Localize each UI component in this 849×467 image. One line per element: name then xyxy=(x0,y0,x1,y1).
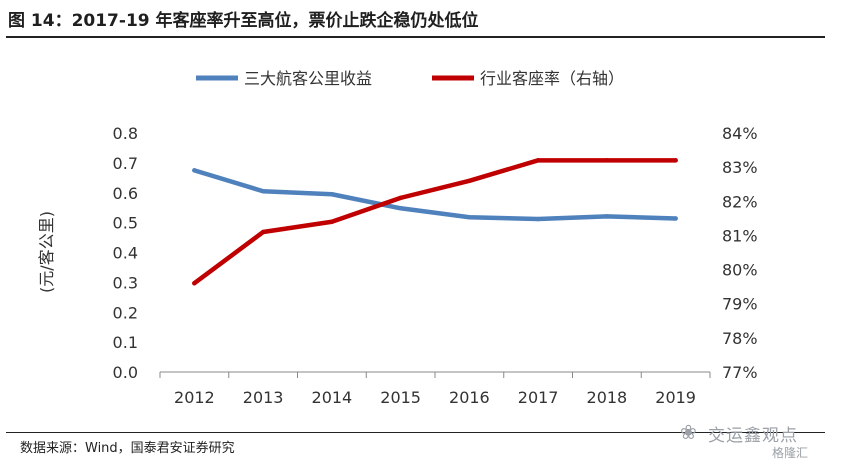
data-point-loadfactor xyxy=(673,158,678,163)
x-tick-label: 2019 xyxy=(655,388,696,407)
x-tick-label: 2012 xyxy=(174,388,215,407)
data-point-loadfactor xyxy=(192,281,197,286)
source-note: 数据来源：Wind，国泰君安证券研究 xyxy=(20,441,235,456)
y2-tick-label: 79% xyxy=(722,295,758,314)
legend-label-loadfactor: 行业客座率（右轴） xyxy=(480,69,624,88)
x-tick-label: 2017 xyxy=(518,388,559,407)
series-lines xyxy=(192,158,678,286)
data-point-loadfactor xyxy=(398,195,403,201)
series-line-loadfactor xyxy=(192,158,678,286)
y-tick-label: 0.6 xyxy=(113,184,138,203)
data-point-revenue xyxy=(535,216,541,222)
y-tick-label: 0.2 xyxy=(113,303,138,322)
y2-tick-label: 81% xyxy=(722,226,758,245)
legend: 三大航客公里收益 行业客座率（右轴） xyxy=(196,69,624,88)
y2-tick-label: 77% xyxy=(722,363,758,382)
wechat-icon: ❀ xyxy=(680,420,697,444)
x-tick-label: 2016 xyxy=(449,388,490,407)
data-point-revenue xyxy=(398,206,403,211)
y-tick-label: 0.7 xyxy=(113,154,138,173)
data-point-revenue xyxy=(260,189,266,194)
data-point-revenue xyxy=(192,168,197,173)
y-axis-title: (元/客公里) xyxy=(37,211,56,293)
right-axis-ticks: 77% 78% 79% 80% 81% 82% 83% 84% xyxy=(722,124,758,382)
data-point-revenue xyxy=(673,216,678,221)
title-divider xyxy=(6,36,825,38)
y-tick-label: 0.8 xyxy=(113,124,138,143)
y2-tick-label: 84% xyxy=(722,124,758,143)
x-tick-label: 2015 xyxy=(380,388,421,407)
data-point-revenue xyxy=(467,215,472,220)
y-tick-label: 0.0 xyxy=(113,363,138,382)
y-tick-label: 0.4 xyxy=(113,244,138,263)
x-axis-ticks: 2012 2013 2014 2015 2016 2017 2018 2019 xyxy=(159,372,711,407)
legend-label-revenue: 三大航客公里收益 xyxy=(244,69,372,88)
data-point-loadfactor xyxy=(604,158,610,163)
watermark-sub-text: 格隆汇 xyxy=(772,446,809,460)
y-tick-label: 0.5 xyxy=(113,214,138,233)
y-tick-label: 0.1 xyxy=(113,333,138,352)
data-point-loadfactor xyxy=(535,158,541,163)
data-point-loadfactor xyxy=(260,229,266,235)
data-point-loadfactor xyxy=(467,178,472,183)
series-line-revenue xyxy=(192,168,678,222)
y2-tick-label: 80% xyxy=(722,261,758,280)
x-tick-label: 2014 xyxy=(312,388,353,407)
footer-divider xyxy=(6,432,825,433)
chart-title: 图 14：2017-19 年客座率升至高位，票价止跌企稳仍处低位 xyxy=(8,11,479,31)
x-tick-label: 2018 xyxy=(587,388,628,407)
watermark-text: 交运鑫观点 xyxy=(708,426,798,446)
chart: 三大航客公里收益 行业客座率（右轴） (元/客公里) 0.00.10.20.30… xyxy=(37,69,758,407)
y2-tick-label: 82% xyxy=(722,192,758,211)
y2-tick-label: 78% xyxy=(722,329,758,348)
left-axis-ticks: 0.0 0.1 0.2 0.3 0.4 0.5 0.6 0.7 0.8 xyxy=(113,124,138,382)
data-point-loadfactor xyxy=(329,219,335,224)
data-point-revenue xyxy=(604,214,610,219)
y-tick-label: 0.3 xyxy=(113,273,138,292)
y2-tick-label: 83% xyxy=(722,158,758,177)
x-tick-label: 2013 xyxy=(243,388,284,407)
data-point-revenue xyxy=(329,192,335,197)
